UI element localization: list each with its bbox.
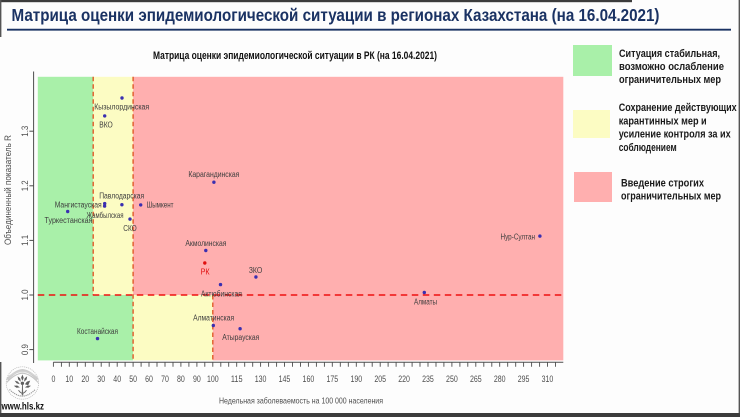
svg-text:Кызылординская: Кызылординская [94, 103, 149, 112]
svg-text:1.3: 1.3 [19, 126, 30, 137]
svg-text:ЗКО: ЗКО [249, 266, 263, 275]
svg-text:90: 90 [193, 373, 201, 384]
svg-text:1.2: 1.2 [19, 180, 30, 191]
svg-text:205: 205 [374, 373, 386, 384]
svg-text:0.9: 0.9 [19, 344, 30, 355]
svg-text:1.0: 1.0 [19, 290, 30, 301]
svg-text:возможно ослабление: возможно ослабление [619, 61, 724, 73]
svg-text:280: 280 [494, 373, 506, 384]
svg-text:130: 130 [255, 373, 267, 384]
svg-text:ограничительных мер: ограничительных мер [621, 191, 721, 203]
svg-text:ВКО: ВКО [99, 121, 113, 130]
svg-text:Матрица оценки эпидемиологичес: Матрица оценки эпидемиологической ситуац… [153, 50, 437, 62]
svg-text:60: 60 [145, 373, 153, 384]
svg-text:250: 250 [446, 373, 458, 384]
svg-text:Матрица оценки эпидемиологичес: Матрица оценки эпидемиологической ситуац… [12, 5, 660, 25]
svg-text:Атырауская: Атырауская [222, 333, 259, 342]
svg-text:Жамбылская: Жамбылская [87, 211, 124, 220]
svg-text:www.hls.kz: www.hls.kz [1, 401, 44, 412]
svg-text:ограничительных мер: ограничительных мер [619, 74, 721, 86]
svg-text:0: 0 [51, 373, 55, 384]
svg-text:Павлодарская: Павлодарская [99, 192, 144, 201]
svg-text:30: 30 [97, 373, 105, 384]
svg-text:Карагандинская: Карагандинская [188, 170, 239, 179]
svg-text:Костанайская: Костанайская [77, 327, 118, 336]
svg-text:СКО: СКО [123, 224, 137, 233]
svg-text:235: 235 [422, 373, 434, 384]
svg-text:295: 295 [518, 373, 530, 384]
svg-text:Недельная заболеваемость на 10: Недельная заболеваемость на 100 000 насе… [219, 397, 383, 406]
svg-text:Ситуация стабильная,: Ситуация стабильная, [619, 48, 720, 60]
svg-text:220: 220 [398, 373, 410, 384]
svg-text:Объединенный показатель R: Объединенный показатель R [3, 135, 13, 245]
svg-text:Мангистауская: Мангистауская [55, 201, 102, 210]
svg-text:190: 190 [350, 373, 362, 384]
svg-text:РК: РК [201, 267, 210, 276]
svg-text:Туркестанская: Туркестанская [45, 216, 93, 225]
svg-text:10: 10 [65, 373, 73, 384]
svg-text:115: 115 [231, 373, 243, 384]
svg-text:175: 175 [326, 373, 338, 384]
svg-text:1.1: 1.1 [19, 235, 30, 246]
svg-text:Нур-Султан: Нур-Султан [501, 233, 536, 242]
svg-text:20: 20 [81, 373, 89, 384]
svg-text:Алматы: Алматы [414, 298, 437, 307]
svg-text:100: 100 [207, 373, 219, 384]
svg-text:Алматинская: Алматинская [193, 314, 234, 323]
svg-text:310: 310 [542, 373, 554, 384]
svg-text:50: 50 [129, 373, 137, 384]
svg-text:80: 80 [177, 373, 185, 384]
svg-text:карантинных мер и: карантинных мер и [619, 115, 707, 127]
svg-text:145: 145 [279, 373, 291, 384]
svg-text:Сохранение действующих: Сохранение действующих [619, 102, 737, 114]
svg-text:265: 265 [470, 373, 482, 384]
svg-text:Введение строгих: Введение строгих [621, 177, 704, 189]
svg-text:Акмолинская: Акмолинская [185, 239, 226, 248]
svg-text:40: 40 [113, 373, 121, 384]
svg-text:Шымкент: Шымкент [147, 201, 174, 210]
svg-text:соблюдением: соблюдением [619, 142, 677, 154]
svg-text:160: 160 [303, 373, 315, 384]
svg-text:Актюбинская: Актюбинская [201, 289, 242, 298]
svg-text:усиление контроля за их: усиление контроля за их [619, 129, 731, 141]
svg-text:70: 70 [161, 373, 169, 384]
